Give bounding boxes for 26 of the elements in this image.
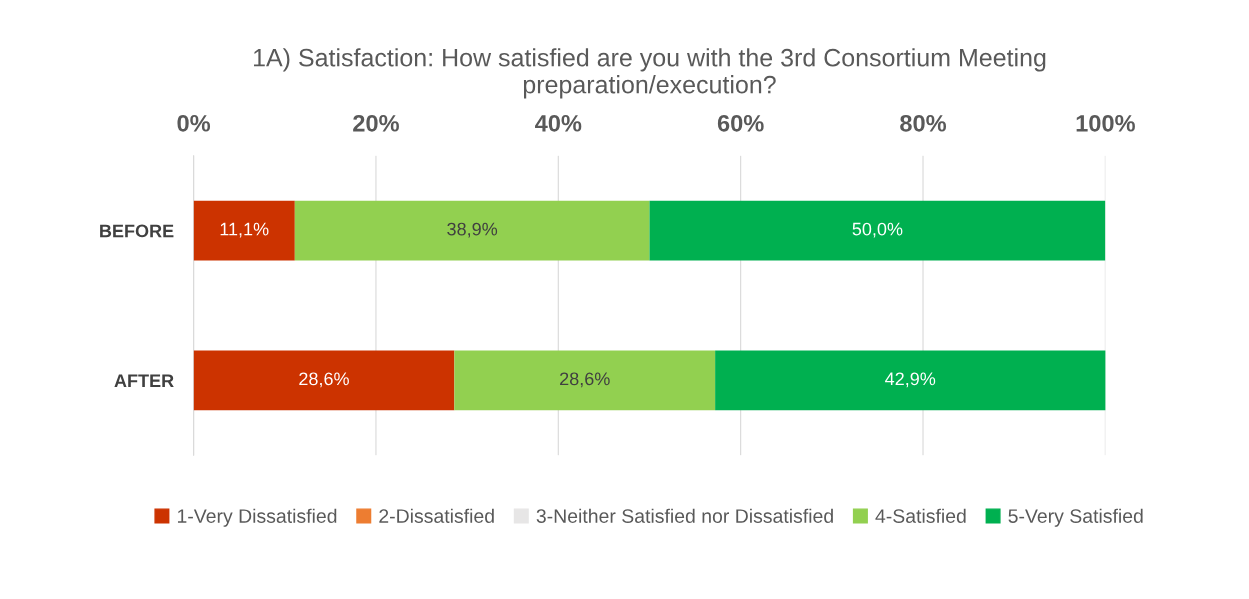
data-label: 28,6%: [560, 372, 610, 388]
x-tick-label: 20%: [353, 114, 399, 132]
x-tick-label: 40%: [535, 114, 582, 132]
x-tick-label: 60%: [717, 114, 764, 132]
x-tick-label: 100%: [1076, 114, 1135, 132]
y-tick-label: AFTER: [114, 374, 174, 387]
x-tick-label: 0%: [177, 114, 211, 132]
x-tick-label: 80%: [900, 114, 947, 132]
data-label: 28,6%: [299, 372, 349, 388]
bar: [294, 200, 650, 261]
legend-label: 2-Dissatisfied: [379, 508, 494, 523]
data-label: 38,9%: [447, 222, 498, 238]
chart-title: 1A) Satisfaction: How satisfied are you with the 3rd Consortium Meeting preparation/execution?: [254, 48, 1046, 99]
data-label: 11,1%: [220, 222, 269, 238]
bar: [193, 200, 295, 261]
bar: [454, 350, 716, 411]
data-label: 50,0%: [852, 222, 903, 238]
bar: [715, 350, 1106, 411]
bar: [649, 200, 1106, 261]
bar: [193, 350, 455, 411]
y-tick-label: BEFORE: [100, 224, 174, 238]
legend-label: 5-Very Satisfied: [1008, 508, 1143, 527]
legend-label: 1-Very Dissatisfied: [177, 508, 337, 527]
legend-label: 4-Satisfied: [875, 508, 966, 523]
data-label: 42,9%: [885, 372, 936, 388]
legend-label: 3-Neither Satisfied nor Dissatisfied: [536, 508, 833, 523]
